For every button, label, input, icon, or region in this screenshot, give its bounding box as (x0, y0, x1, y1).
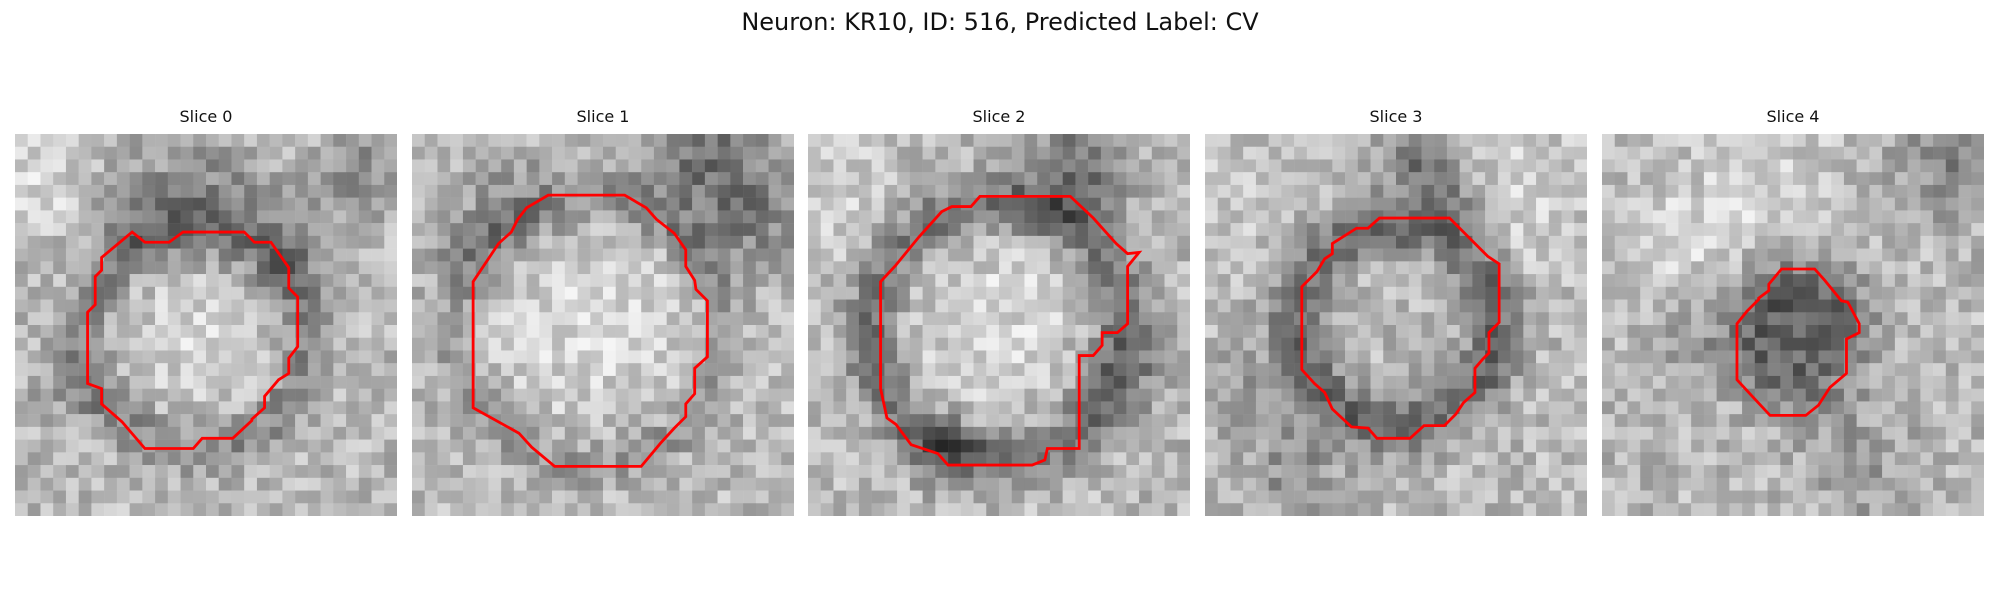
figure-title: Neuron: KR10, ID: 516, Predicted Label: … (741, 8, 1259, 36)
slice-pixels-4 (1602, 134, 1984, 516)
slice-title-0: Slice 0 (179, 107, 233, 126)
slice-pixels-1 (412, 134, 794, 516)
roi-outline-3 (1300, 216, 1501, 440)
slice-image-0 (15, 134, 397, 516)
slice-image-3 (1205, 134, 1587, 516)
slice-title-2: Slice 2 (972, 107, 1026, 126)
slice-image-4 (1602, 134, 1984, 516)
slice-title-1: Slice 1 (576, 107, 630, 126)
slice-pixels-3 (1205, 134, 1587, 516)
roi-outline-1 (471, 193, 709, 468)
slice-title-4: Slice 4 (1766, 107, 1820, 126)
slice-image-2 (808, 134, 1190, 516)
roi-outline-0 (86, 230, 300, 450)
roi-outline-2 (879, 194, 1143, 467)
roi-outline-4 (1735, 267, 1861, 417)
slice-pixels-2 (808, 134, 1190, 516)
slice-pixels-0 (15, 134, 397, 516)
slice-title-3: Slice 3 (1369, 107, 1423, 126)
slice-image-1 (412, 134, 794, 516)
